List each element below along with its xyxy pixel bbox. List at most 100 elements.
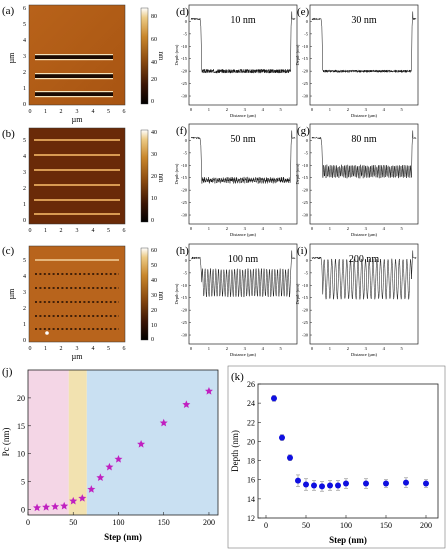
colorbar-c-unit: nm — [157, 292, 165, 302]
afm-b-xtick: 3 — [76, 228, 79, 234]
profile-label: 200 nm — [349, 254, 380, 265]
profile-ytick: -25 — [302, 320, 309, 325]
profile-ytick: -30 — [302, 94, 309, 99]
afm-b-ytick: 5 — [23, 138, 26, 144]
j-point — [51, 502, 60, 511]
profile-label: 100 nm — [228, 254, 259, 265]
afm-a-ytick: 6 — [23, 6, 26, 12]
profile-ytick: -10 — [302, 283, 309, 288]
afm-c-xtick: 0 — [29, 346, 32, 352]
j-xlabel: Step (nm) — [104, 532, 142, 542]
profile-ytick: -25 — [181, 320, 188, 325]
profile-xtick: 0 — [190, 226, 193, 231]
afm-b-ytick: 3 — [23, 170, 26, 176]
k-point — [319, 483, 325, 490]
k-x-ticks: 0 50 100 150 200 — [264, 515, 432, 530]
j-ytick: 5 — [21, 478, 25, 487]
profile-ytick: -15 — [181, 295, 188, 300]
afm-c-ytick: 0 — [23, 338, 26, 344]
profile-xtick: 5 — [401, 226, 404, 231]
panel-letter: (g) — [297, 125, 310, 137]
afm-b-xtick: 2 — [60, 228, 63, 234]
afm-b-xtick: 5 — [107, 228, 110, 234]
k-point — [279, 434, 285, 441]
j-region — [86, 370, 218, 515]
k-point — [287, 454, 293, 461]
k-xtick: 200 — [420, 521, 432, 530]
j-point — [78, 494, 87, 502]
colorbar-b-unit: nm — [157, 174, 165, 184]
afm-a-ylabel: µm — [7, 52, 16, 64]
profile-ylabel: Depth (nm) — [174, 44, 179, 65]
k-point — [303, 481, 309, 488]
profile-xtick: 2 — [226, 346, 228, 351]
cb-a-tick: 0 — [151, 99, 154, 105]
profile-trace — [190, 11, 296, 74]
afm-a-xlabel: µm — [72, 115, 84, 124]
cb-b-tick: 20 — [151, 174, 157, 180]
profile-trace — [190, 130, 296, 185]
profile-xlabel: Distance (µm) — [351, 113, 377, 118]
profile-xtick: 1 — [329, 107, 331, 112]
j-point — [159, 418, 168, 427]
profile-frame — [188, 123, 298, 225]
afm-b-xtick: 0 — [29, 228, 32, 234]
profile-trace — [311, 11, 417, 74]
profile-ytick: -10 — [302, 44, 309, 49]
afm-particle-c — [45, 331, 49, 335]
afm-c-xtick: 1 — [44, 346, 47, 352]
profile-trace — [311, 130, 417, 179]
afm-a-ytick: 4 — [23, 38, 26, 44]
profile-ytick: 0 — [306, 19, 309, 24]
afm-a-xtick: 0 — [29, 109, 32, 115]
profile-ytick: -10 — [181, 44, 188, 49]
j-plot-frame — [27, 369, 219, 516]
cb-b-tick: 0 — [151, 218, 154, 224]
profile-xlabel: Distance (µm) — [351, 352, 377, 357]
afm-c-xtick: 6 — [123, 346, 126, 352]
cb-a-tick: 20 — [151, 77, 157, 83]
j-regions — [28, 370, 218, 515]
colorbar-b — [140, 129, 149, 223]
k-ylabel: Depth (nm) — [230, 430, 240, 472]
cb-a-tick: 80 — [151, 14, 157, 20]
j-region — [68, 370, 87, 515]
afm-x-ticks-a: 0 1 2 3 4 5 6 — [29, 109, 126, 115]
panel-letter-k: (k) — [231, 371, 244, 383]
k-ytick: 16 — [247, 476, 255, 485]
profile-xlabel: Distance (µm) — [230, 113, 256, 118]
profile-panel: (d) 10 nm 0 -5 -10 -15 -20 -25 -30 0 1 2 3 4 5 Depth (n… — [174, 4, 298, 118]
afm-panel-a: (a) 6 5 4 3 2 1 0 µm 0 1 2 3 4 — [2, 4, 165, 124]
profile-ytick: -30 — [302, 333, 309, 338]
profile-xtick: 2 — [347, 226, 349, 231]
colorbar-a-unit: nm — [157, 52, 165, 62]
profile-xtick: 5 — [280, 226, 283, 231]
cb-c-tick: 60 — [151, 248, 157, 254]
profile-ytick: 0 — [306, 258, 309, 263]
profile-xtick: 0 — [311, 346, 314, 351]
j-point — [182, 400, 191, 408]
afm-trenches-b — [34, 139, 120, 215]
profile-xtick: 0 — [311, 107, 314, 112]
profile-label: 80 nm — [351, 134, 377, 145]
profile-panel: (e) 30 nm 0 -5 -10 -15 -20 -25 -30 0 1 2 3 4 5 Depth (n… — [295, 4, 419, 118]
profile-xtick: 0 — [190, 346, 193, 351]
profile-label: 10 nm — [230, 15, 256, 26]
afm-c-xtick: 5 — [107, 346, 110, 352]
cb-c-tick: 50 — [151, 263, 157, 269]
profile-ytick: -30 — [181, 94, 188, 99]
profile-ylabel: Depth (nm) — [174, 163, 179, 184]
j-point — [69, 496, 78, 505]
profile-ytick: -25 — [181, 200, 188, 205]
panel-letter: (d) — [176, 6, 189, 18]
k-ytick: 22 — [247, 418, 255, 427]
afm-c-xlabel: µm — [72, 352, 84, 361]
profile-panel: (h) 100 nm 0 -5 -10 -15 -20 -25 -30 0 1 2 3 4 5 Depth (… — [174, 243, 298, 357]
profile-xtick: 4 — [262, 226, 265, 231]
k-points — [271, 395, 429, 492]
k-ytick: 12 — [247, 514, 255, 523]
afm-c-ytick: 4 — [23, 274, 26, 280]
j-xtick: 150 — [158, 518, 170, 527]
profile-xtick: 3 — [244, 226, 247, 231]
